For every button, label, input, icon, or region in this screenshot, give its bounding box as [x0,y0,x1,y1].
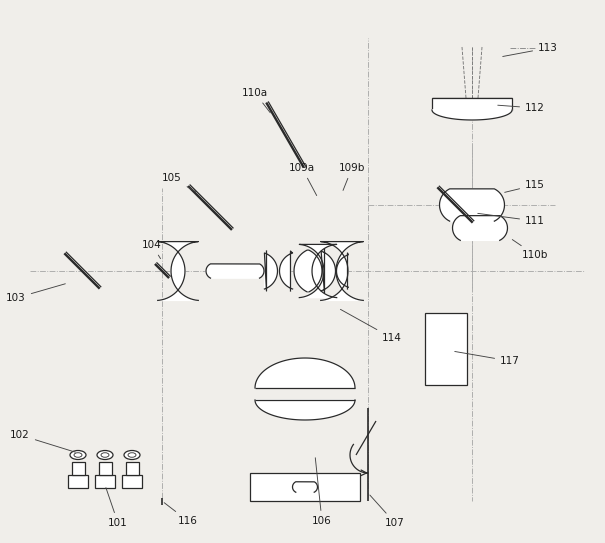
Text: 110a: 110a [242,88,270,113]
Bar [425,313,467,385]
Polygon shape [453,216,508,241]
Bar [99,462,111,475]
Bar [71,462,85,475]
Polygon shape [206,264,264,278]
Text: 111: 111 [478,213,545,226]
Polygon shape [264,251,278,291]
Text: 113: 113 [503,43,558,56]
Bar [125,462,139,475]
Polygon shape [292,482,318,492]
Text: 114: 114 [341,310,402,343]
Polygon shape [294,250,322,292]
Polygon shape [158,242,198,300]
Bar [432,98,512,110]
Bar [68,475,88,488]
Text: 101: 101 [106,488,128,528]
Text: 102: 102 [10,430,76,452]
Text: 109b: 109b [339,163,365,191]
Ellipse shape [101,453,109,457]
Text: 115: 115 [505,180,545,192]
Ellipse shape [124,451,140,459]
Ellipse shape [74,453,82,457]
Bar [122,475,142,488]
Polygon shape [321,242,363,300]
Polygon shape [299,244,336,298]
Polygon shape [336,253,348,289]
Polygon shape [255,358,355,388]
Text: 112: 112 [498,103,545,113]
Text: 109a: 109a [289,163,316,195]
Ellipse shape [97,451,113,459]
Ellipse shape [70,451,86,459]
Text: 116: 116 [164,503,198,526]
Polygon shape [321,249,336,293]
Text: 105: 105 [162,173,195,192]
Polygon shape [255,400,355,420]
Text: 106: 106 [312,458,332,526]
Polygon shape [439,189,505,221]
Text: 110b: 110b [512,239,548,260]
Text: 117: 117 [455,351,520,366]
Text: 103: 103 [6,284,65,303]
Ellipse shape [128,453,136,457]
Text: 107: 107 [370,495,405,528]
Bar [250,473,360,501]
Bar [95,475,115,488]
Polygon shape [280,251,293,291]
Text: 104: 104 [142,240,162,258]
Polygon shape [432,110,512,120]
